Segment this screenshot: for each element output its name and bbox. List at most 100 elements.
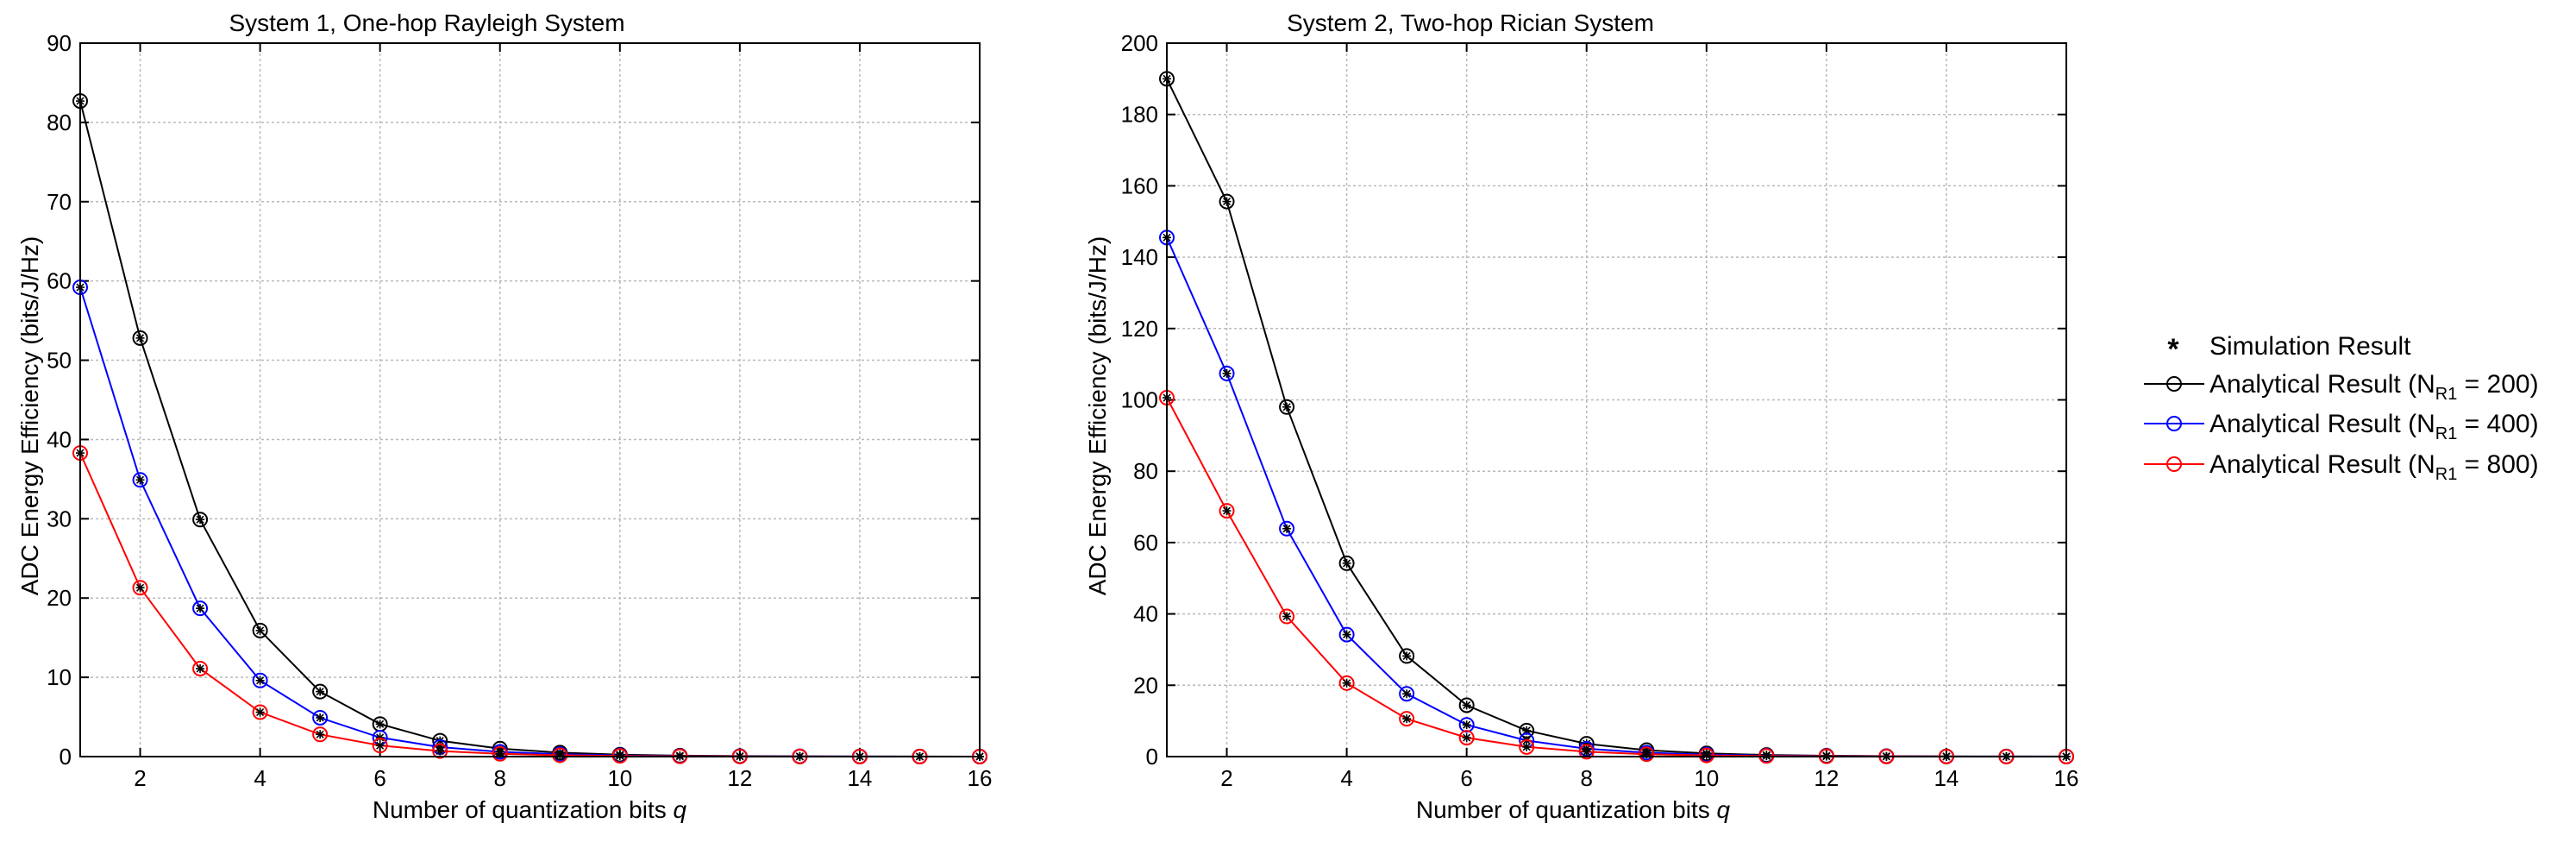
data-point-analytical — [492, 745, 508, 762]
data-point-analytical — [432, 743, 448, 759]
data-point-analytical — [1698, 747, 1714, 763]
data-point-analytical — [1219, 193, 1235, 210]
data-point-analytical — [1399, 711, 1415, 727]
data-point-analytical — [252, 704, 268, 720]
legend-label-suffix: = 200) — [2457, 370, 2538, 399]
data-point-simulation — [1342, 678, 1351, 688]
asterisk-stroke — [1282, 612, 1291, 621]
x-tick-label: 10 — [1694, 765, 1719, 791]
data-point-analytical — [312, 726, 329, 743]
x-tick-label: 16 — [2054, 765, 2079, 791]
data-point-simulation — [1342, 630, 1351, 639]
asterisk-stroke — [1702, 751, 1711, 760]
series-layer — [1159, 71, 2074, 764]
asterisk-stroke — [256, 707, 265, 717]
y-axis-title: ADC Energy Efficiency (bits/J/Hz) — [1084, 236, 1111, 596]
data-point-simulation — [1462, 733, 1471, 743]
x-tick-label: 14 — [847, 765, 872, 791]
data-point-simulation — [1282, 524, 1292, 533]
legend-label-sub: R1 — [2435, 385, 2458, 404]
chart-title: System 2, Two-hop Rician System — [1287, 9, 1654, 36]
data-point-simulation — [255, 625, 265, 635]
legend-entry-analytical-400: Analytical Result (NR1 = 400) — [2144, 410, 2539, 443]
y-tick-label: 60 — [47, 268, 72, 294]
series-line — [1166, 78, 2066, 757]
asterisk-stroke — [1402, 689, 1411, 698]
asterisk-stroke — [316, 713, 324, 722]
y-tick-label: 50 — [47, 348, 72, 374]
y-tick-label: 200 — [1121, 30, 1158, 56]
asterisk-stroke — [1402, 714, 1411, 723]
x-axis-title-text: Number of quantization bits — [373, 796, 667, 823]
x-axis-title: Number of quantization bits q — [373, 796, 687, 823]
asterisk-stroke — [1522, 743, 1531, 751]
asterisk-stroke — [196, 515, 204, 524]
data-point-analytical — [1399, 648, 1415, 664]
x-axis-title-var: q — [1717, 796, 1731, 823]
asterisk-stroke — [1222, 198, 1232, 206]
asterisk-stroke — [256, 676, 265, 685]
data-point-analytical — [1338, 626, 1355, 643]
y-tick-label: 90 — [47, 30, 72, 56]
data-point-analytical — [192, 600, 209, 617]
x-tick-label: 4 — [254, 765, 266, 791]
series-line — [79, 100, 981, 757]
x-tick-label: 16 — [968, 765, 993, 791]
x-tick-label: 6 — [373, 765, 385, 791]
data-point-analytical — [1578, 744, 1595, 760]
legend-label-sub: R1 — [2435, 424, 2458, 443]
x-tick-label: 8 — [493, 765, 505, 791]
chart-system1: System 1, One-hop Rayleigh System ADC En… — [16, 9, 992, 823]
data-point-simulation — [1582, 747, 1591, 757]
data-point-analytical — [192, 661, 209, 677]
y-tick-label: 20 — [1133, 672, 1158, 698]
grid — [1167, 43, 2066, 757]
data-point-simulation — [1402, 689, 1412, 699]
y-tick-label: 80 — [47, 110, 72, 135]
data-point-simulation — [1222, 197, 1232, 206]
series-layer — [72, 93, 987, 764]
y-tick-label: 180 — [1121, 102, 1158, 128]
circle-marker-icon — [2166, 456, 2182, 472]
asterisk-stroke — [1463, 701, 1471, 710]
series-line — [1166, 236, 2067, 757]
asterisk-stroke — [1402, 651, 1411, 660]
y-tick-label: 40 — [47, 426, 72, 452]
data-point-analytical — [1458, 697, 1475, 713]
circle-marker-icon — [2166, 416, 2182, 431]
chart-system2: System 2, Two-hop Rician System ADC Ener… — [1084, 9, 2078, 823]
data-point-simulation — [1462, 720, 1471, 730]
data-point-analytical — [1338, 675, 1355, 691]
y-tick-label: 10 — [47, 664, 72, 690]
asterisk-stroke — [316, 730, 324, 738]
data-point-simulation — [375, 741, 385, 751]
asterisk-stroke — [376, 719, 385, 728]
legend-label-prefix: Analytical Result (N — [2209, 450, 2435, 479]
y-tick-label: 30 — [47, 506, 72, 531]
plot-frame — [79, 42, 981, 757]
asterisk-stroke — [1282, 525, 1291, 533]
x-tick-label: 2 — [1220, 765, 1232, 791]
asterisk-stroke — [256, 626, 265, 635]
legend-label-suffix: = 400) — [2457, 410, 2538, 438]
data-point-simulation — [316, 713, 325, 722]
series-line — [79, 452, 980, 757]
data-point-simulation — [436, 746, 445, 756]
data-point-analytical — [1279, 608, 1295, 625]
asterisk-icon: * — [2167, 333, 2179, 366]
data-point-analytical — [1279, 520, 1295, 537]
data-point-simulation — [1342, 558, 1351, 568]
legend-label: Simulation Result — [2209, 332, 2411, 361]
data-point-analytical — [252, 622, 268, 638]
data-point-simulation — [135, 583, 145, 593]
y-tick-label: 120 — [1121, 316, 1158, 342]
x-axis-title-var: q — [674, 796, 687, 823]
data-point-simulation — [1462, 701, 1471, 710]
y-tick-label: 80 — [1133, 458, 1158, 484]
asterisk-stroke — [1343, 631, 1351, 639]
y-tick-label: 140 — [1121, 244, 1158, 270]
series-line — [79, 286, 980, 757]
asterisk-stroke — [1222, 506, 1232, 515]
data-point-simulation — [255, 707, 265, 717]
